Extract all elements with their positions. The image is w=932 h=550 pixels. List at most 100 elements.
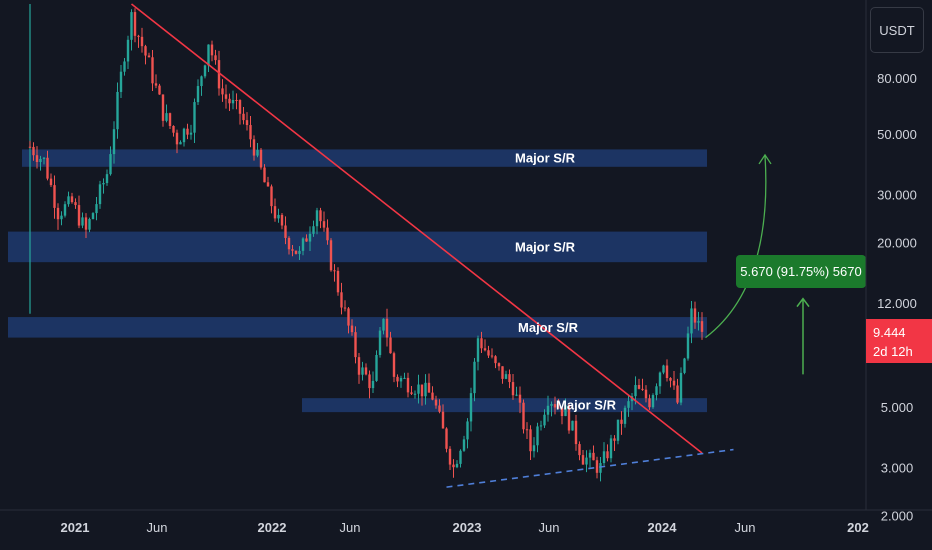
- sr-zone: [22, 149, 707, 167]
- candle-body: [637, 385, 641, 389]
- candle-body: [662, 365, 665, 373]
- candle-body: [490, 355, 494, 357]
- candle-body: [35, 155, 39, 163]
- time-tick-label: 2024: [648, 520, 678, 535]
- candle-body: [693, 308, 697, 323]
- currency-unit-button[interactable]: USDT: [870, 7, 924, 53]
- candle-body: [280, 214, 284, 226]
- candle-body: [238, 100, 242, 114]
- candle-body: [441, 411, 445, 429]
- measurement-tool[interactable]: 5.670 (91.75%) 5670: [736, 255, 866, 375]
- sr-zone: [8, 231, 707, 263]
- candle-body: [277, 214, 280, 219]
- candlestick-series: [28, 4, 704, 482]
- time-tick-label: 2022: [258, 520, 287, 535]
- candle-body: [683, 358, 686, 373]
- candle-body: [347, 308, 350, 326]
- candle-body: [700, 321, 704, 332]
- candle-body: [609, 438, 613, 459]
- time-tick-label: 2021: [61, 520, 90, 535]
- candle-body: [284, 225, 287, 238]
- candle-body: [291, 249, 294, 251]
- candle-body: [301, 238, 305, 251]
- candle-body: [634, 385, 637, 397]
- sr-zone-labels: Major S/R Major S/R Major S/R Major S/R: [515, 151, 617, 413]
- candle-body: [364, 367, 368, 375]
- measure-arrowhead: [796, 297, 810, 308]
- candle-body: [641, 388, 644, 390]
- candle-body: [312, 226, 315, 234]
- candle-body: [193, 102, 196, 133]
- candle-body: [319, 210, 322, 222]
- candle-body: [217, 60, 221, 89]
- candle-body: [511, 382, 515, 396]
- candle-body: [679, 372, 683, 403]
- candle-body: [462, 439, 466, 451]
- price-tick-label: 2.000: [881, 508, 914, 523]
- bar-countdown: 2d 12h: [873, 344, 913, 359]
- candle-body: [263, 167, 266, 183]
- candle-body: [497, 363, 501, 367]
- candle-body: [420, 384, 424, 397]
- sr-zones: [8, 149, 707, 413]
- candle-body: [273, 206, 277, 219]
- trend-lines: [131, 3, 772, 488]
- descending-trendline[interactable]: [131, 3, 703, 454]
- candle-body: [88, 219, 91, 230]
- candle-body: [697, 321, 700, 323]
- candle-body: [508, 374, 511, 383]
- time-axis[interactable]: 2021 Jun 2022 Jun 2023 Jun 2024 Jun 202: [61, 520, 869, 535]
- candle-body: [242, 113, 245, 121]
- candle-body: [214, 55, 217, 61]
- candle-body: [522, 402, 525, 430]
- sr-zone: [8, 317, 707, 338]
- candle-body: [466, 421, 469, 440]
- candle-body: [154, 83, 158, 86]
- candle-body: [119, 71, 123, 92]
- candle-body: [546, 405, 550, 415]
- candle-body: [158, 85, 161, 95]
- projection-arrowhead: [758, 153, 772, 165]
- candle-body: [469, 393, 473, 422]
- candle-body: [294, 250, 298, 254]
- candle-body: [553, 404, 557, 408]
- candle-body: [648, 398, 651, 408]
- candle-body: [130, 12, 133, 40]
- candle-body: [599, 463, 602, 473]
- candle-body: [350, 325, 354, 333]
- candle-body: [592, 452, 595, 461]
- sr-zone-label: Major S/R: [556, 398, 617, 413]
- candle-body: [203, 65, 207, 77]
- candle-body: [448, 448, 452, 465]
- candle-body: [382, 318, 385, 331]
- candle-body: [595, 460, 599, 473]
- candle-body: [623, 407, 627, 424]
- candle-body: [56, 207, 60, 220]
- candle-body: [67, 196, 70, 205]
- candle-body: [175, 132, 179, 145]
- candle-body: [399, 378, 403, 382]
- candle-body: [137, 35, 140, 37]
- candle-body: [588, 452, 592, 458]
- candle-body: [483, 348, 487, 351]
- candle-body: [539, 425, 543, 427]
- candle-body: [109, 154, 112, 175]
- sr-zone-label: Major S/R: [518, 320, 579, 335]
- candle-body: [39, 158, 42, 163]
- candle-body: [567, 405, 571, 431]
- candle-body: [63, 204, 67, 216]
- candle-body: [613, 438, 616, 441]
- candle-body: [326, 227, 329, 241]
- candle-body: [431, 392, 434, 400]
- candle-body: [144, 46, 147, 56]
- candle-body: [536, 426, 539, 446]
- candle-body: [151, 57, 154, 84]
- candle-body: [651, 395, 655, 408]
- price-tick-label: 5.000: [881, 400, 914, 415]
- candle-body: [74, 202, 77, 206]
- candle-body: [375, 354, 378, 381]
- time-tick-label: Jun: [340, 520, 361, 535]
- ascending-support-line[interactable]: [446, 448, 734, 488]
- candle-body: [165, 113, 168, 121]
